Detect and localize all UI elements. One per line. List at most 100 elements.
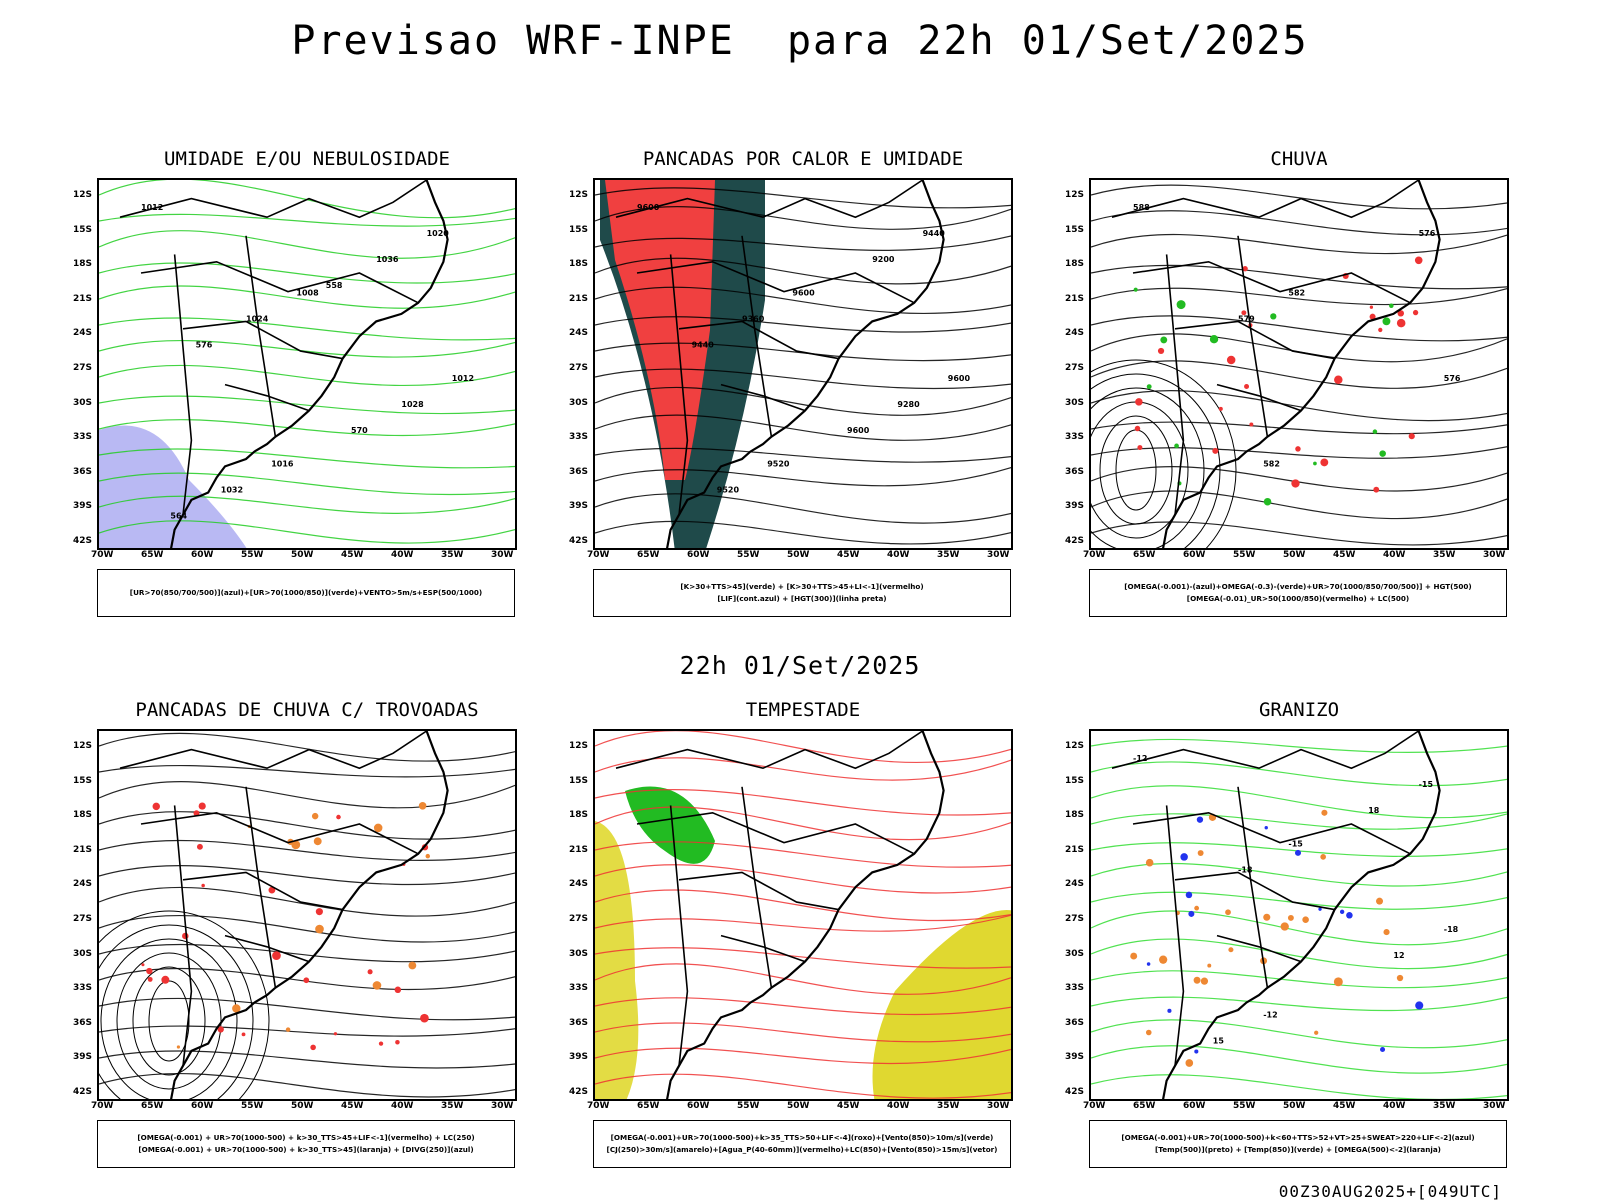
longitude-label: 35W <box>937 550 960 560</box>
panel-legend: [K>30+TTS>45](verde) + [K>30+TTS>45+LI<-… <box>593 569 1011 617</box>
longitude-label: 65W <box>141 550 164 560</box>
latitude-label: 30S <box>1065 948 1085 959</box>
contour-label: 9520 <box>717 485 740 494</box>
latitude-label: 12S <box>73 190 93 200</box>
latitude-label: 36S <box>73 1017 93 1028</box>
longitude-label: 60W <box>687 1101 710 1111</box>
longitude-label: 70W <box>587 550 610 560</box>
contour-label: -18 <box>1238 865 1253 874</box>
latitude-label: 12S <box>569 190 589 200</box>
latitude-label: 36S <box>1065 1017 1085 1028</box>
panel-title: GRANIZO <box>1258 699 1340 721</box>
longitude-label: 45W <box>1333 1101 1356 1111</box>
panel-title: PANCADAS DE CHUVA C/ TROVOADAS <box>135 699 479 721</box>
longitude-label: 55W <box>737 1101 760 1111</box>
longitude-label: 70W <box>91 1101 114 1111</box>
contour-label: -12 <box>1133 754 1147 763</box>
latitude-label: 18S <box>1065 259 1085 270</box>
latitude-label: 24S <box>569 328 589 339</box>
run-time-label: 00Z30AUG2025+[049UTC] <box>1278 1182 1502 1201</box>
longitude-label: 30W <box>1483 1101 1506 1111</box>
panel-title: UMIDADE E/OU NEBULOSIDADE <box>164 148 450 170</box>
latitude-label: 18S <box>569 810 589 821</box>
longitude-label: 35W <box>937 1101 960 1111</box>
map-graphic: 588 582 576 582 576 579 <box>1091 180 1507 548</box>
latitude-label: 42S <box>569 536 589 546</box>
contour-label: 582 <box>1263 459 1280 468</box>
contour-label: 9280 <box>897 400 920 409</box>
latitude-label: 33S <box>569 432 589 443</box>
contour-label: 9600 <box>792 288 815 297</box>
latitude-label: 15S <box>569 224 589 235</box>
longitude-label: 60W <box>1183 550 1206 560</box>
latitude-label: 33S <box>1065 432 1085 443</box>
longitude-label: 60W <box>687 550 710 560</box>
contour-label: 570 <box>351 426 368 435</box>
legend-line: [Temp(500)](preto) + [Temp(850)](verde) … <box>1155 1145 1441 1154</box>
latitude-label: 12S <box>73 741 93 751</box>
longitude-label: 30W <box>987 1101 1010 1111</box>
latitude-label: 18S <box>1065 810 1085 821</box>
latitude-label: 36S <box>569 466 589 477</box>
contour-label: 12 <box>1393 951 1404 960</box>
latitude-label: 30S <box>73 948 93 959</box>
legend-line: [OMEGA(-0.001)+UR>70(1000-500)+k<60+TTS>… <box>1121 1133 1475 1142</box>
legend-line: [OMEGA(-0.001) + UR>70(1000-500) + k>30_… <box>137 1133 475 1142</box>
longitude-label: 45W <box>1333 550 1356 560</box>
map-panel: 9600 9600 9600 9520 9440 9360 9280 9520 9200 9440… <box>593 178 1013 550</box>
longitude-label: 55W <box>241 1101 264 1111</box>
longitude-label: 50W <box>1283 550 1306 560</box>
latitude-label: 30S <box>569 397 589 408</box>
contour-label: -15 <box>1419 780 1434 789</box>
longitude-label: 45W <box>341 1101 364 1111</box>
contour-label: -18 <box>1444 925 1459 934</box>
contour-label: 579 <box>1238 314 1255 323</box>
panel-title: CHUVA <box>1270 148 1328 170</box>
contour-label: 1012 <box>452 374 474 383</box>
map-panel <box>593 729 1013 1101</box>
latitude-label: 12S <box>1065 741 1085 751</box>
legend-line: [OMEGA(-0.001) + UR>70(1000-500) + k>30_… <box>138 1145 474 1154</box>
contour-label: 9360 <box>742 314 765 323</box>
longitude-label: 30W <box>987 550 1010 560</box>
contour-label: 9600 <box>637 203 660 212</box>
map-graphic: -12 -15 -18 -12 -15 -18 12 15 18 <box>1091 731 1507 1099</box>
contour-label: 1020 <box>427 229 450 238</box>
map-panel: 1012 1008 1012 1016 1020 1024 1028 1032 1036 576 5… <box>97 178 517 550</box>
longitude-label: 40W <box>887 1101 910 1111</box>
contour-label: 1008 <box>296 288 319 297</box>
latitude-label: 15S <box>73 775 93 786</box>
legend-line: [OMEGA(-0.01)_UR>50(1000/850)(vermelho) … <box>1186 594 1410 603</box>
longitude-label: 70W <box>91 550 114 560</box>
latitude-label: 15S <box>569 775 589 786</box>
latitude-label: 21S <box>569 844 589 855</box>
latitude-label: 42S <box>73 1087 93 1097</box>
latitude-label: 21S <box>1065 293 1085 304</box>
latitude-label: 39S <box>569 501 589 512</box>
latitude-label: 36S <box>569 1017 589 1028</box>
contour-label: 1028 <box>401 400 424 409</box>
latitude-label: 24S <box>73 328 93 339</box>
panel-title: PANCADAS POR CALOR E UMIDADE <box>642 148 964 170</box>
latitude-label: 42S <box>569 1087 589 1097</box>
longitude-label: 50W <box>291 550 314 560</box>
latitude-label: 39S <box>569 1052 589 1063</box>
longitude-label: 55W <box>1233 550 1256 560</box>
longitude-label: 50W <box>291 1101 314 1111</box>
latitude-label: 30S <box>569 948 589 959</box>
longitude-label: 60W <box>191 550 214 560</box>
latitude-label: 33S <box>569 983 589 994</box>
map-graphic <box>99 731 515 1099</box>
longitude-label: 65W <box>141 1101 164 1111</box>
longitude-label: 35W <box>1433 550 1456 560</box>
longitude-label: 35W <box>1433 1101 1456 1111</box>
longitude-label: 40W <box>1383 1101 1406 1111</box>
latitude-label: 42S <box>1065 1087 1085 1097</box>
contour-label: 1032 <box>221 485 243 494</box>
latitude-label: 15S <box>73 224 93 235</box>
latitude-label: 39S <box>73 1052 93 1063</box>
latitude-label: 36S <box>73 466 93 477</box>
latitude-label: 27S <box>569 363 589 373</box>
latitude-label: 36S <box>1065 466 1085 477</box>
contour-label: 9520 <box>767 459 790 468</box>
